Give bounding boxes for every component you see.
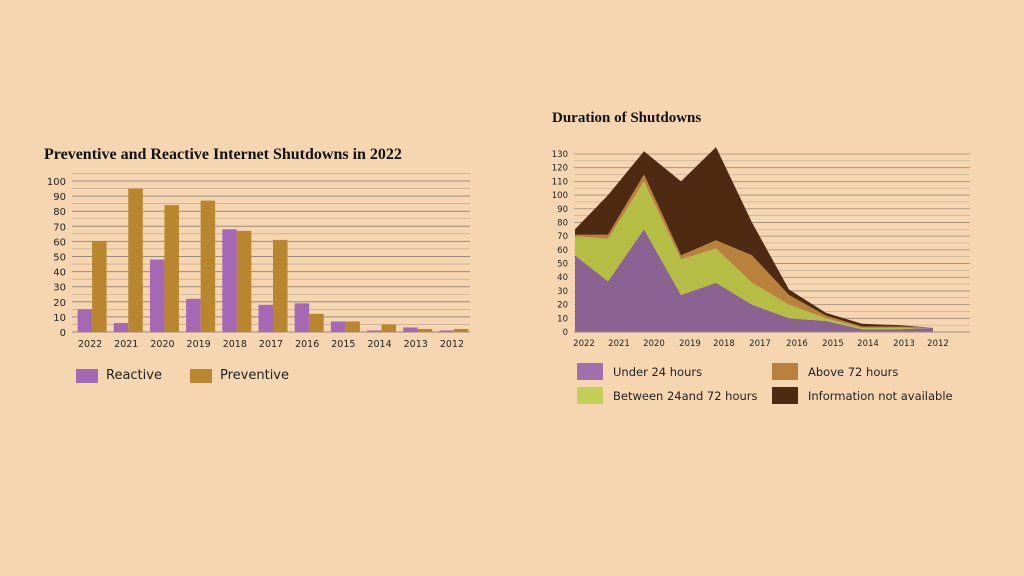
bar-reactive-2017 [258,304,273,332]
area-under-24-hours [575,229,933,332]
x-tick-label: 2017 [259,339,283,350]
bar-preventive-2020 [164,205,179,332]
x-tick-label: 2020 [150,339,174,350]
y-tick-label: 100 [552,191,568,201]
bar-preventive-2022 [92,241,107,332]
y-tick-label: 50 [557,260,568,270]
area-between-24and-72-hours [575,181,933,330]
bar-reactive-2022 [77,309,93,332]
y-tick-label: 40 [557,273,568,283]
x-tick-label: 2012 [440,339,464,350]
area-information-not-available [575,147,933,328]
y-tick-label: 120 [552,164,568,174]
y-tick-label: 0 [563,328,568,338]
y-tick-label: 20 [557,301,568,311]
y-tick-label: 30 [53,283,66,294]
legend-swatch [577,387,603,404]
bar-reactive-2019 [186,298,201,332]
bar-preventive-2014 [381,324,397,332]
bar-reactive-2018 [222,229,237,332]
bar-reactive-2021 [113,322,129,332]
bar-chart-title: Preventive and Reactive Internet Shutdow… [44,146,402,163]
y-tick-label: 90 [53,192,66,203]
bar-reactive-2014 [367,330,382,332]
bar-reactive-2016 [294,303,310,332]
x-tick-label: 2017 [749,339,771,349]
legend-item-na: Information not available [772,387,953,404]
x-tick-label: 2021 [114,339,138,350]
y-tick-label: 10 [53,313,66,324]
x-tick-label: 2013 [404,339,428,350]
x-tick-label: 2022 [573,339,595,349]
y-tick-label: 70 [53,222,66,233]
legend-item-between: Between 24and 72 hours [577,387,758,404]
bar-preventive-2021 [128,188,143,332]
x-tick-label: 2020 [643,339,665,349]
y-tick-label: 20 [53,298,66,309]
x-tick-label: 2012 [927,339,949,349]
bar-preventive-2019 [200,200,216,332]
x-tick-label: 2016 [295,339,319,350]
bar-preventive-2016 [309,313,324,332]
y-tick-label: 100 [47,177,66,188]
legend-label: Information not available [808,388,953,403]
legend-swatch-preventive [190,368,212,383]
y-tick-label: 40 [53,268,66,279]
y-tick-label: 50 [53,253,66,264]
x-tick-label: 2016 [786,339,808,349]
legend-label: Reactive [106,368,162,383]
x-tick-label: 2022 [78,339,102,350]
area-chart-title: Duration of Shutdowns [552,110,702,126]
y-tick-label: 60 [53,237,66,248]
bar-reactive-2020 [149,259,165,332]
y-tick-label: 0 [60,328,66,339]
bar-preventive-2013 [417,328,433,332]
legend-swatch [772,363,798,380]
bar-reactive-2013 [403,327,418,332]
y-tick-label: 70 [557,232,568,242]
legend-label: Between 24and 72 hours [613,388,758,403]
legend-item-preventive: Preventive [190,368,289,383]
x-tick-label: 2019 [679,339,701,349]
y-tick-label: 80 [557,218,568,228]
y-tick-label: 30 [557,287,568,297]
bar-preventive-2017 [273,239,288,332]
x-tick-label: 2018 [713,339,735,349]
x-tick-label: 2014 [857,339,879,349]
x-tick-label: 2015 [331,339,355,350]
legend-swatch [772,387,798,404]
y-tick-label: 110 [552,177,568,187]
legend-swatch [577,363,603,380]
legend-item-above-72: Above 72 hours [772,363,898,380]
bar-preventive-2018 [236,230,252,332]
bar-preventive-2015 [345,321,360,332]
x-tick-label: 2015 [822,339,844,349]
legend-label: Under 24 hours [613,364,703,379]
x-tick-label: 2019 [187,339,211,350]
y-tick-label: 10 [557,314,568,324]
bar-preventive-2012 [453,328,469,332]
legend-label: Preventive [220,368,289,383]
y-tick-label: 60 [557,246,568,256]
bar-reactive-2015 [330,321,346,332]
legend-item-under-24: Under 24 hours [577,363,702,380]
legend-item-reactive: Reactive [76,368,162,383]
legend-label: Above 72 hours [808,364,899,379]
bar-reactive-2012 [439,330,454,332]
x-tick-label: 2014 [367,339,391,350]
x-tick-label: 2013 [893,339,915,349]
legend-swatch-reactive [76,368,98,383]
y-tick-label: 90 [557,205,568,215]
x-tick-label: 2018 [223,339,247,350]
y-tick-label: 130 [552,150,568,160]
y-tick-label: 80 [53,207,66,218]
x-tick-label: 2021 [608,339,630,349]
